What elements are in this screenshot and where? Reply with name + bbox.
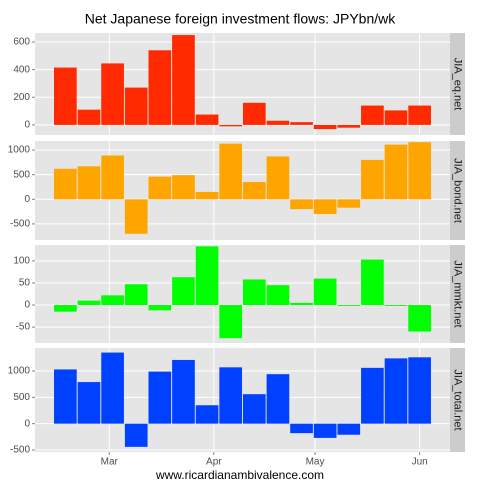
y-tick-label: 0 (24, 300, 30, 311)
bar (290, 122, 313, 125)
y-tick-label: 200 (13, 92, 30, 103)
bar (337, 423, 361, 435)
bar (266, 374, 290, 424)
bar (54, 305, 77, 312)
bar (148, 50, 172, 125)
bar (337, 199, 361, 208)
bar (195, 246, 219, 306)
strip-background (450, 348, 465, 452)
bar (77, 300, 101, 306)
x-tick-label: Jun (412, 457, 428, 468)
bar (172, 175, 195, 200)
y-tick-label: 600 (13, 37, 30, 48)
bar (172, 35, 195, 125)
bar (77, 382, 101, 424)
strip-background (450, 245, 465, 343)
bar (54, 67, 77, 125)
chart-title: Net Japanese foreign investment flows: J… (85, 11, 396, 27)
bar (219, 143, 243, 200)
bar (242, 394, 266, 424)
bar (77, 166, 101, 200)
strip-label: JIA_total.net (452, 369, 464, 430)
bar (54, 369, 77, 424)
bar (266, 285, 290, 306)
bar (124, 423, 148, 447)
bar (195, 114, 219, 125)
bar (290, 423, 313, 434)
y-tick-label: 1000 (8, 145, 31, 156)
bar (195, 191, 219, 200)
y-tick-label: -50 (16, 322, 31, 333)
bar (242, 182, 266, 200)
bar (124, 87, 148, 125)
bar (101, 352, 124, 424)
bar (77, 109, 101, 125)
bar (101, 63, 124, 125)
bar (148, 176, 172, 200)
bar (313, 423, 337, 438)
bar (148, 371, 172, 424)
bar (101, 155, 124, 200)
bar (408, 357, 431, 424)
bar (242, 279, 266, 306)
bar (384, 305, 408, 306)
y-tick-label: 400 (13, 64, 30, 75)
y-tick-label: 100 (13, 256, 30, 267)
bar (172, 277, 195, 306)
bar (313, 278, 337, 306)
bar (290, 199, 313, 210)
bar (54, 168, 77, 200)
bar (195, 405, 219, 424)
bar (124, 199, 148, 234)
x-tick-label: Mar (101, 457, 119, 468)
bar (361, 105, 384, 125)
bar (266, 156, 290, 200)
x-tick-label: May (306, 457, 325, 468)
bar (219, 367, 243, 424)
bar (242, 102, 266, 125)
y-tick-label: -500 (10, 445, 30, 456)
bar (384, 144, 408, 200)
y-tick-label: 500 (13, 169, 30, 180)
bar (361, 159, 384, 200)
strip-label: JIA_mmkt.net (452, 260, 464, 327)
bar (172, 359, 195, 424)
bar (337, 305, 361, 306)
bar (361, 367, 384, 424)
bar (384, 358, 408, 424)
bar (219, 124, 243, 127)
bar (361, 259, 384, 306)
bar (266, 120, 290, 125)
bar (101, 295, 124, 306)
bar (408, 142, 431, 200)
bar (148, 305, 172, 311)
footer: www.ricardianambivalence.com (155, 468, 324, 480)
y-tick-label: 500 (13, 392, 30, 403)
strip-background (450, 33, 465, 135)
bar (219, 305, 243, 339)
x-tick-label: Apr (206, 457, 222, 468)
bar (124, 284, 148, 306)
bar (313, 124, 337, 130)
bar (408, 105, 431, 125)
bar (408, 305, 431, 332)
strip-label: JIA_bond.net (452, 158, 464, 223)
bar (337, 124, 361, 128)
y-tick-label: 0 (24, 120, 30, 131)
y-tick-label: 1000 (8, 366, 31, 377)
y-tick-label: -500 (10, 219, 30, 230)
bar (384, 110, 408, 125)
y-tick-label: 50 (19, 278, 31, 289)
y-tick-label: 0 (24, 194, 30, 205)
strip-label: JIA_eq.net (452, 58, 464, 111)
strip-background (450, 141, 465, 240)
y-tick-label: 0 (24, 418, 30, 429)
bar (313, 199, 337, 215)
panel-background (35, 245, 450, 343)
bar (290, 302, 313, 306)
